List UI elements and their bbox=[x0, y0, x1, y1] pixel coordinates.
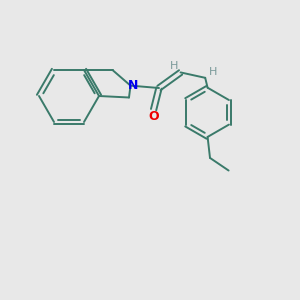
Text: H: H bbox=[208, 68, 217, 77]
Text: H: H bbox=[170, 61, 178, 71]
Text: N: N bbox=[128, 79, 138, 92]
Text: O: O bbox=[148, 110, 159, 123]
